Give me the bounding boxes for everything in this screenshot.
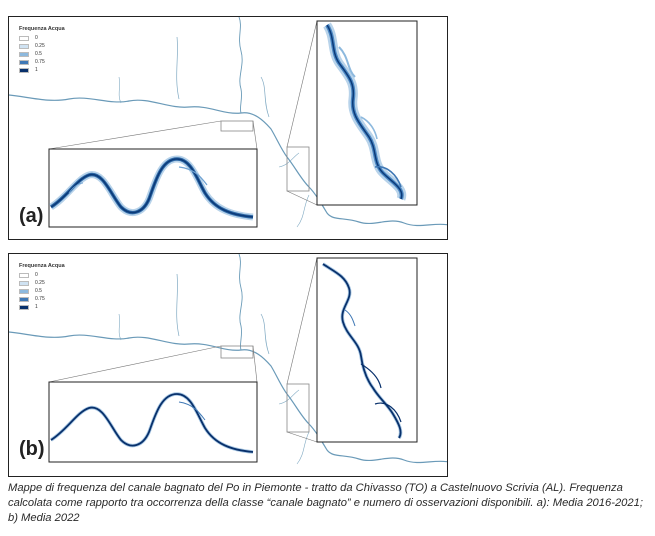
legend-label: 0 (35, 272, 38, 278)
map-panel-b: Frequenza Acqua 0 0.25 0.5 0.75 1 (b) (8, 253, 448, 477)
legend-swatch (19, 272, 29, 278)
legend-swatch (19, 304, 29, 310)
legend-item: 1 (19, 303, 65, 311)
panel-label: (b) (19, 438, 45, 460)
legend-item: 0.75 (19, 58, 65, 66)
legend-swatch (19, 288, 29, 294)
tributary (118, 313, 122, 341)
legend-title: Frequenza Acqua (19, 26, 65, 32)
tributary (260, 313, 270, 355)
legend-label: 0.25 (35, 43, 45, 49)
tributary (296, 194, 310, 228)
legend-label: 0.5 (35, 51, 42, 57)
tributary (260, 76, 270, 118)
zoom-selection-1 (220, 120, 254, 132)
legend: Frequenza Acqua 0 0.25 0.5 0.75 1 (19, 25, 65, 74)
river-map-b (9, 254, 447, 465)
legend-label: 0 (35, 35, 38, 41)
tributary (238, 254, 243, 351)
figure-caption: Mappe di frequenza del canale bagnato de… (8, 482, 643, 524)
legend-item: 1 (19, 66, 65, 74)
inset-zoom-1 (48, 381, 258, 463)
zoom-selection-2 (286, 383, 310, 433)
legend-swatch (19, 280, 29, 286)
legend-label: 0.75 (35, 296, 45, 302)
legend-item: 0.25 (19, 42, 65, 50)
legend-label: 0.75 (35, 59, 45, 65)
tributary (296, 431, 310, 465)
tributary (118, 76, 122, 104)
tributary (176, 36, 180, 100)
legend-label: 0.25 (35, 280, 45, 286)
legend-label: 1 (35, 304, 38, 310)
legend-item: 0.25 (19, 279, 65, 287)
legend-item: 0.5 (19, 287, 65, 295)
main-river (9, 331, 447, 464)
zoom-selection-1 (220, 345, 254, 359)
tributary (278, 389, 300, 405)
tributary (278, 152, 300, 168)
legend-swatch (19, 51, 29, 57)
legend-item: 0.75 (19, 295, 65, 303)
river-map-a (9, 17, 447, 228)
inset-zoom-1 (48, 148, 258, 228)
legend-label: 0.5 (35, 288, 42, 294)
tributary (238, 17, 243, 114)
zoom-selection-2 (286, 146, 310, 192)
legend: Frequenza Acqua 0 0.25 0.5 0.75 1 (19, 262, 65, 311)
main-river (9, 94, 447, 227)
tributary (176, 273, 180, 337)
legend-title: Frequenza Acqua (19, 263, 65, 269)
legend-item: 0.5 (19, 50, 65, 58)
legend-swatch (19, 43, 29, 49)
legend-item: 0 (19, 34, 65, 42)
inset-zoom-2 (316, 257, 418, 443)
inset-zoom-2 (316, 20, 418, 206)
map-panel-a: Frequenza Acqua 0 0.25 0.5 0.75 1 (a) (8, 16, 448, 240)
legend-item: 0 (19, 271, 65, 279)
legend-swatch (19, 67, 29, 73)
panel-label: (a) (19, 205, 44, 227)
legend-label: 1 (35, 67, 38, 73)
legend-swatch (19, 59, 29, 65)
legend-swatch (19, 296, 29, 302)
legend-swatch (19, 35, 29, 41)
